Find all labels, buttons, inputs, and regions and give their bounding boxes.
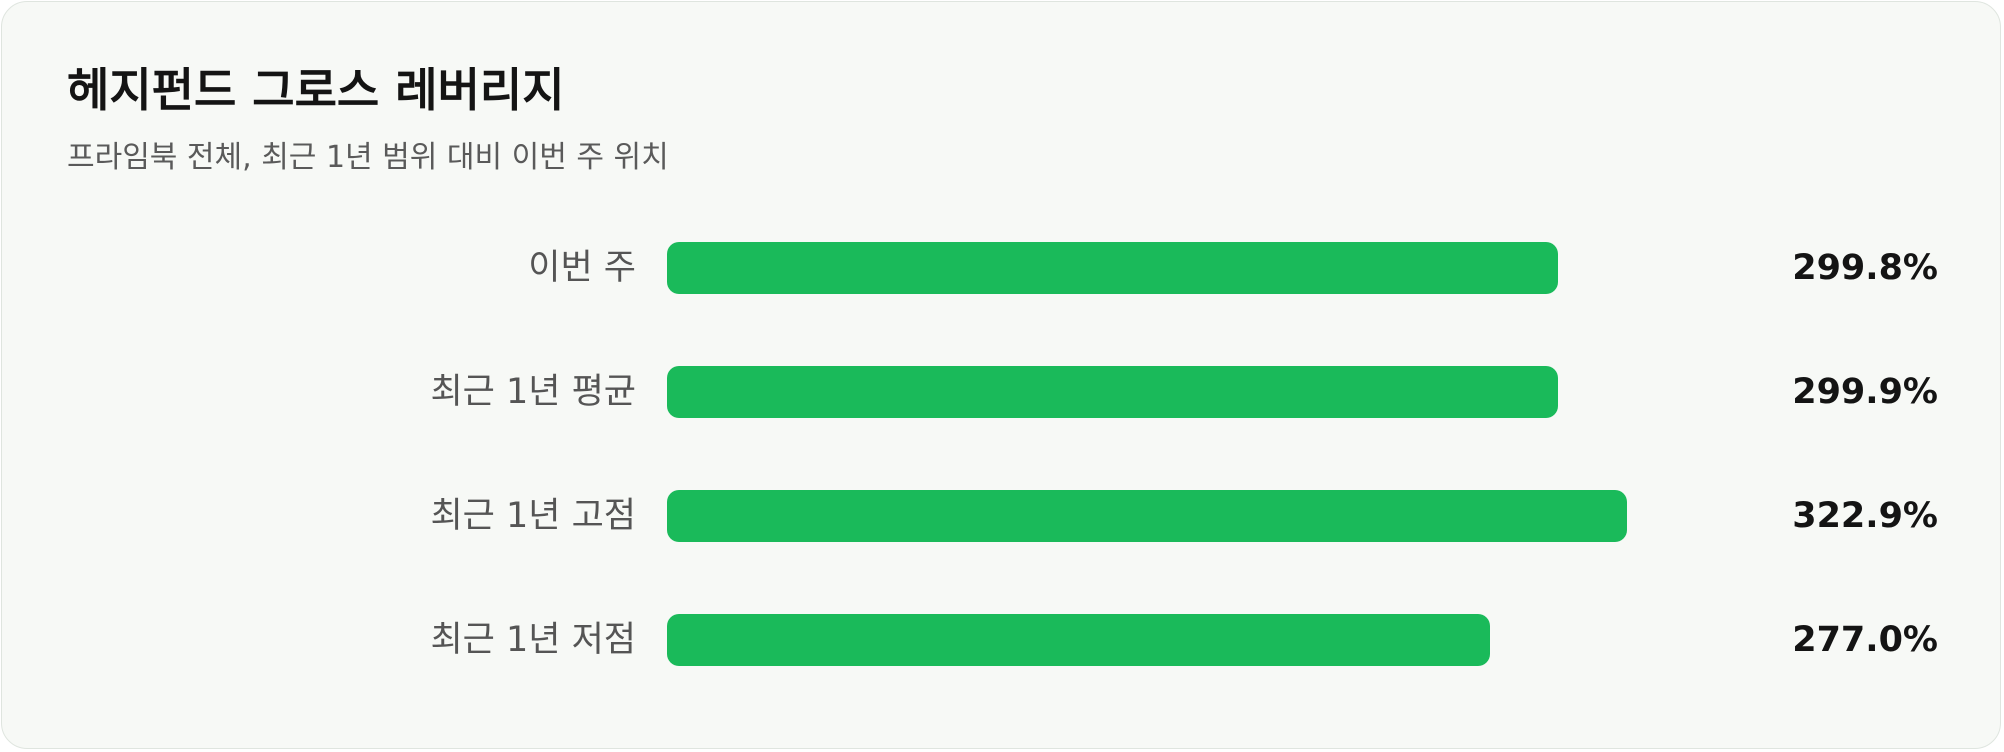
bar-row: 최근 1년 고점 322.9% [2,490,2002,542]
bar [667,614,1490,666]
bar-category-label: 최근 1년 저점 [430,620,636,660]
chart-title: 헤지펀드 그로스 레버리지 [67,63,565,117]
bar-value-label: 277.0% [1792,620,1938,660]
bar-category-label: 최근 1년 평균 [430,372,636,412]
bar [667,366,1558,418]
bar-category-label: 이번 주 [528,248,636,288]
bar [667,490,1627,542]
bar-row: 최근 1년 평균 299.9% [2,366,2002,418]
bar-row: 최근 1년 저점 277.0% [2,614,2002,666]
bar-value-label: 322.9% [1792,496,1938,536]
bar-category-label: 최근 1년 고점 [430,496,636,536]
bar-value-label: 299.8% [1792,248,1938,288]
bar [667,242,1558,294]
bar-row: 이번 주 299.8% [2,242,2002,294]
bar-value-label: 299.9% [1792,372,1938,412]
chart-subtitle: 프라임북 전체, 최근 1년 범위 대비 이번 주 위치 [67,140,669,175]
